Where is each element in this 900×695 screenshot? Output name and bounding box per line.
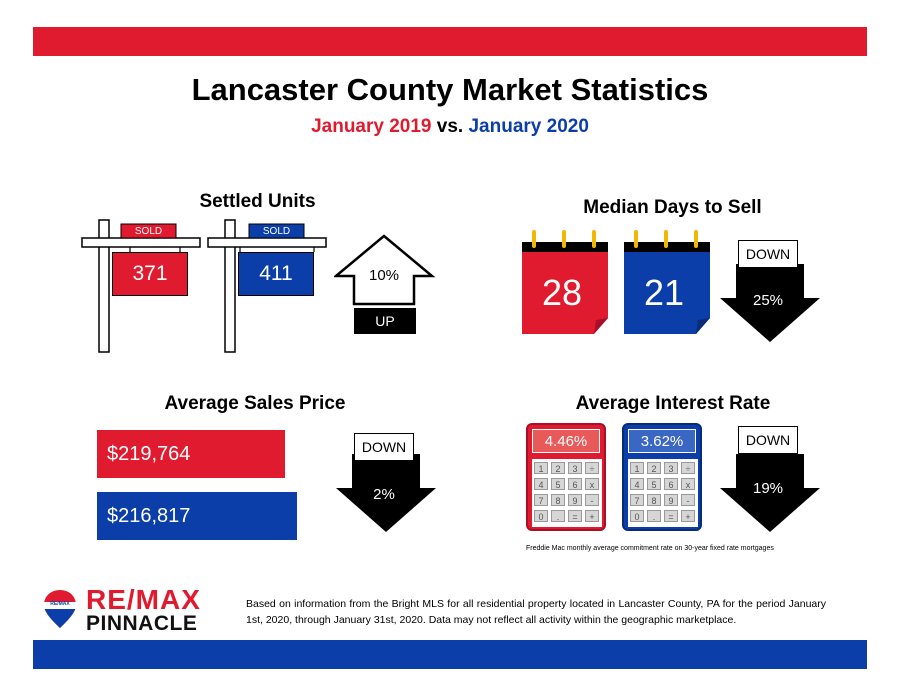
calculator-key: 8 bbox=[551, 494, 565, 506]
avg-price-direction: DOWN bbox=[354, 433, 414, 461]
calculator-key: 6 bbox=[664, 478, 678, 490]
settled-units-direction: UP bbox=[354, 308, 416, 334]
calculator-key: 0 bbox=[534, 510, 548, 522]
page-subtitle: January 2019 vs. January 2020 bbox=[0, 116, 900, 138]
balloon-text: RE/MAX bbox=[50, 601, 70, 607]
subtitle-vs: vs. bbox=[436, 116, 464, 137]
interest-rate-footnote: Freddie Mac monthly average commitment r… bbox=[526, 545, 774, 552]
settled-units-change: 10% bbox=[368, 267, 400, 284]
calculator-key: . bbox=[551, 510, 565, 522]
calculator-key: 3 bbox=[664, 462, 678, 474]
sold-sign-label-2020: SOLD bbox=[262, 225, 291, 237]
avg-price-title: Average Sales Price bbox=[164, 393, 346, 414]
calendar-2020-icon bbox=[624, 230, 710, 334]
calculator-key: 5 bbox=[647, 478, 661, 490]
calculator-key: = bbox=[664, 510, 678, 522]
down-arrow-days-icon bbox=[720, 264, 820, 342]
calculator-key: x bbox=[585, 478, 599, 490]
subtitle-2020: January 2020 bbox=[468, 116, 589, 137]
top-red-band bbox=[33, 27, 867, 56]
avg-price-change: 2% bbox=[373, 486, 395, 503]
calculator-key: 4 bbox=[630, 478, 644, 490]
down-arrow-rate-icon bbox=[720, 454, 820, 532]
calculator-key: + bbox=[585, 510, 599, 522]
calculator-key: 6 bbox=[568, 478, 582, 490]
calculator-key: 2 bbox=[647, 462, 661, 474]
balloon-logo-icon bbox=[44, 590, 76, 628]
median-days-2020: 21 bbox=[643, 272, 685, 313]
settled-units-2019: 371 bbox=[112, 252, 188, 296]
median-days-direction: DOWN bbox=[738, 240, 798, 268]
calculator-2020: 3.62% 1 2 3 ÷ 4 5 6 x 7 8 9- 0. = + bbox=[622, 423, 702, 531]
calculator-key: ÷ bbox=[585, 462, 599, 474]
calculator-key: 7 bbox=[534, 494, 548, 506]
calculator-2019: 4.46% 1 2 3 ÷ 4 5 6 x 7 8 9- 0. = + bbox=[526, 423, 606, 531]
median-days-change: 25% bbox=[752, 292, 784, 309]
calculator-key: ÷ bbox=[681, 462, 695, 474]
settled-units-2020: 411 bbox=[238, 252, 314, 296]
calculator-keypad-2020: 1 2 3 ÷ 4 5 6 x 7 8 9- 0. = + bbox=[628, 459, 698, 527]
interest-rate-change: 19% bbox=[752, 480, 784, 497]
interest-rate-2020: 3.62% bbox=[628, 429, 696, 453]
interest-rate-title: Average Interest Rate bbox=[575, 393, 771, 414]
median-days-title: Median Days to Sell bbox=[583, 197, 762, 218]
logo-remax: RE/MAX bbox=[86, 584, 201, 615]
down-arrow-price-icon bbox=[336, 454, 436, 532]
calculator-key: 2 bbox=[551, 462, 565, 474]
calculator-key: . bbox=[647, 510, 661, 522]
calendar-2019-icon bbox=[522, 230, 608, 334]
settled-units-title: Settled Units bbox=[199, 191, 316, 212]
disclaimer: Based on information from the Bright MLS… bbox=[246, 598, 826, 626]
sold-sign-label-2019: SOLD bbox=[134, 225, 163, 237]
subtitle-2019: January 2019 bbox=[311, 116, 432, 137]
page-title: Lancaster County Market Statistics bbox=[191, 72, 709, 107]
calculator-key: 9 bbox=[568, 494, 582, 506]
median-days-2019: 28 bbox=[541, 272, 583, 313]
calculator-key: 3 bbox=[568, 462, 582, 474]
calculator-key: 5 bbox=[551, 478, 565, 490]
calculator-key: 0 bbox=[630, 510, 644, 522]
up-arrow-icon bbox=[334, 234, 436, 306]
calculator-key: 7 bbox=[630, 494, 644, 506]
calculator-key: 1 bbox=[534, 462, 548, 474]
calculator-key: x bbox=[681, 478, 695, 490]
avg-price-2020: $216,817 bbox=[97, 492, 297, 540]
interest-rate-2019: 4.46% bbox=[532, 429, 600, 453]
avg-price-2019: $219,764 bbox=[97, 430, 285, 478]
sold-sign-2019-icon bbox=[81, 219, 201, 353]
interest-rate-direction: DOWN bbox=[738, 426, 798, 454]
calculator-key: - bbox=[585, 494, 599, 506]
sold-sign-2020-icon bbox=[207, 219, 327, 353]
calculator-key: 9 bbox=[664, 494, 678, 506]
calculator-key: 4 bbox=[534, 478, 548, 490]
calculator-key: - bbox=[681, 494, 695, 506]
calculator-key: = bbox=[568, 510, 582, 522]
calculator-key: 8 bbox=[647, 494, 661, 506]
bottom-blue-band bbox=[33, 640, 867, 669]
logo-pinnacle: PINNACLE bbox=[86, 612, 198, 635]
calculator-key: 1 bbox=[630, 462, 644, 474]
calculator-key: + bbox=[681, 510, 695, 522]
calculator-keypad-2019: 1 2 3 ÷ 4 5 6 x 7 8 9- 0. = + bbox=[532, 459, 602, 527]
